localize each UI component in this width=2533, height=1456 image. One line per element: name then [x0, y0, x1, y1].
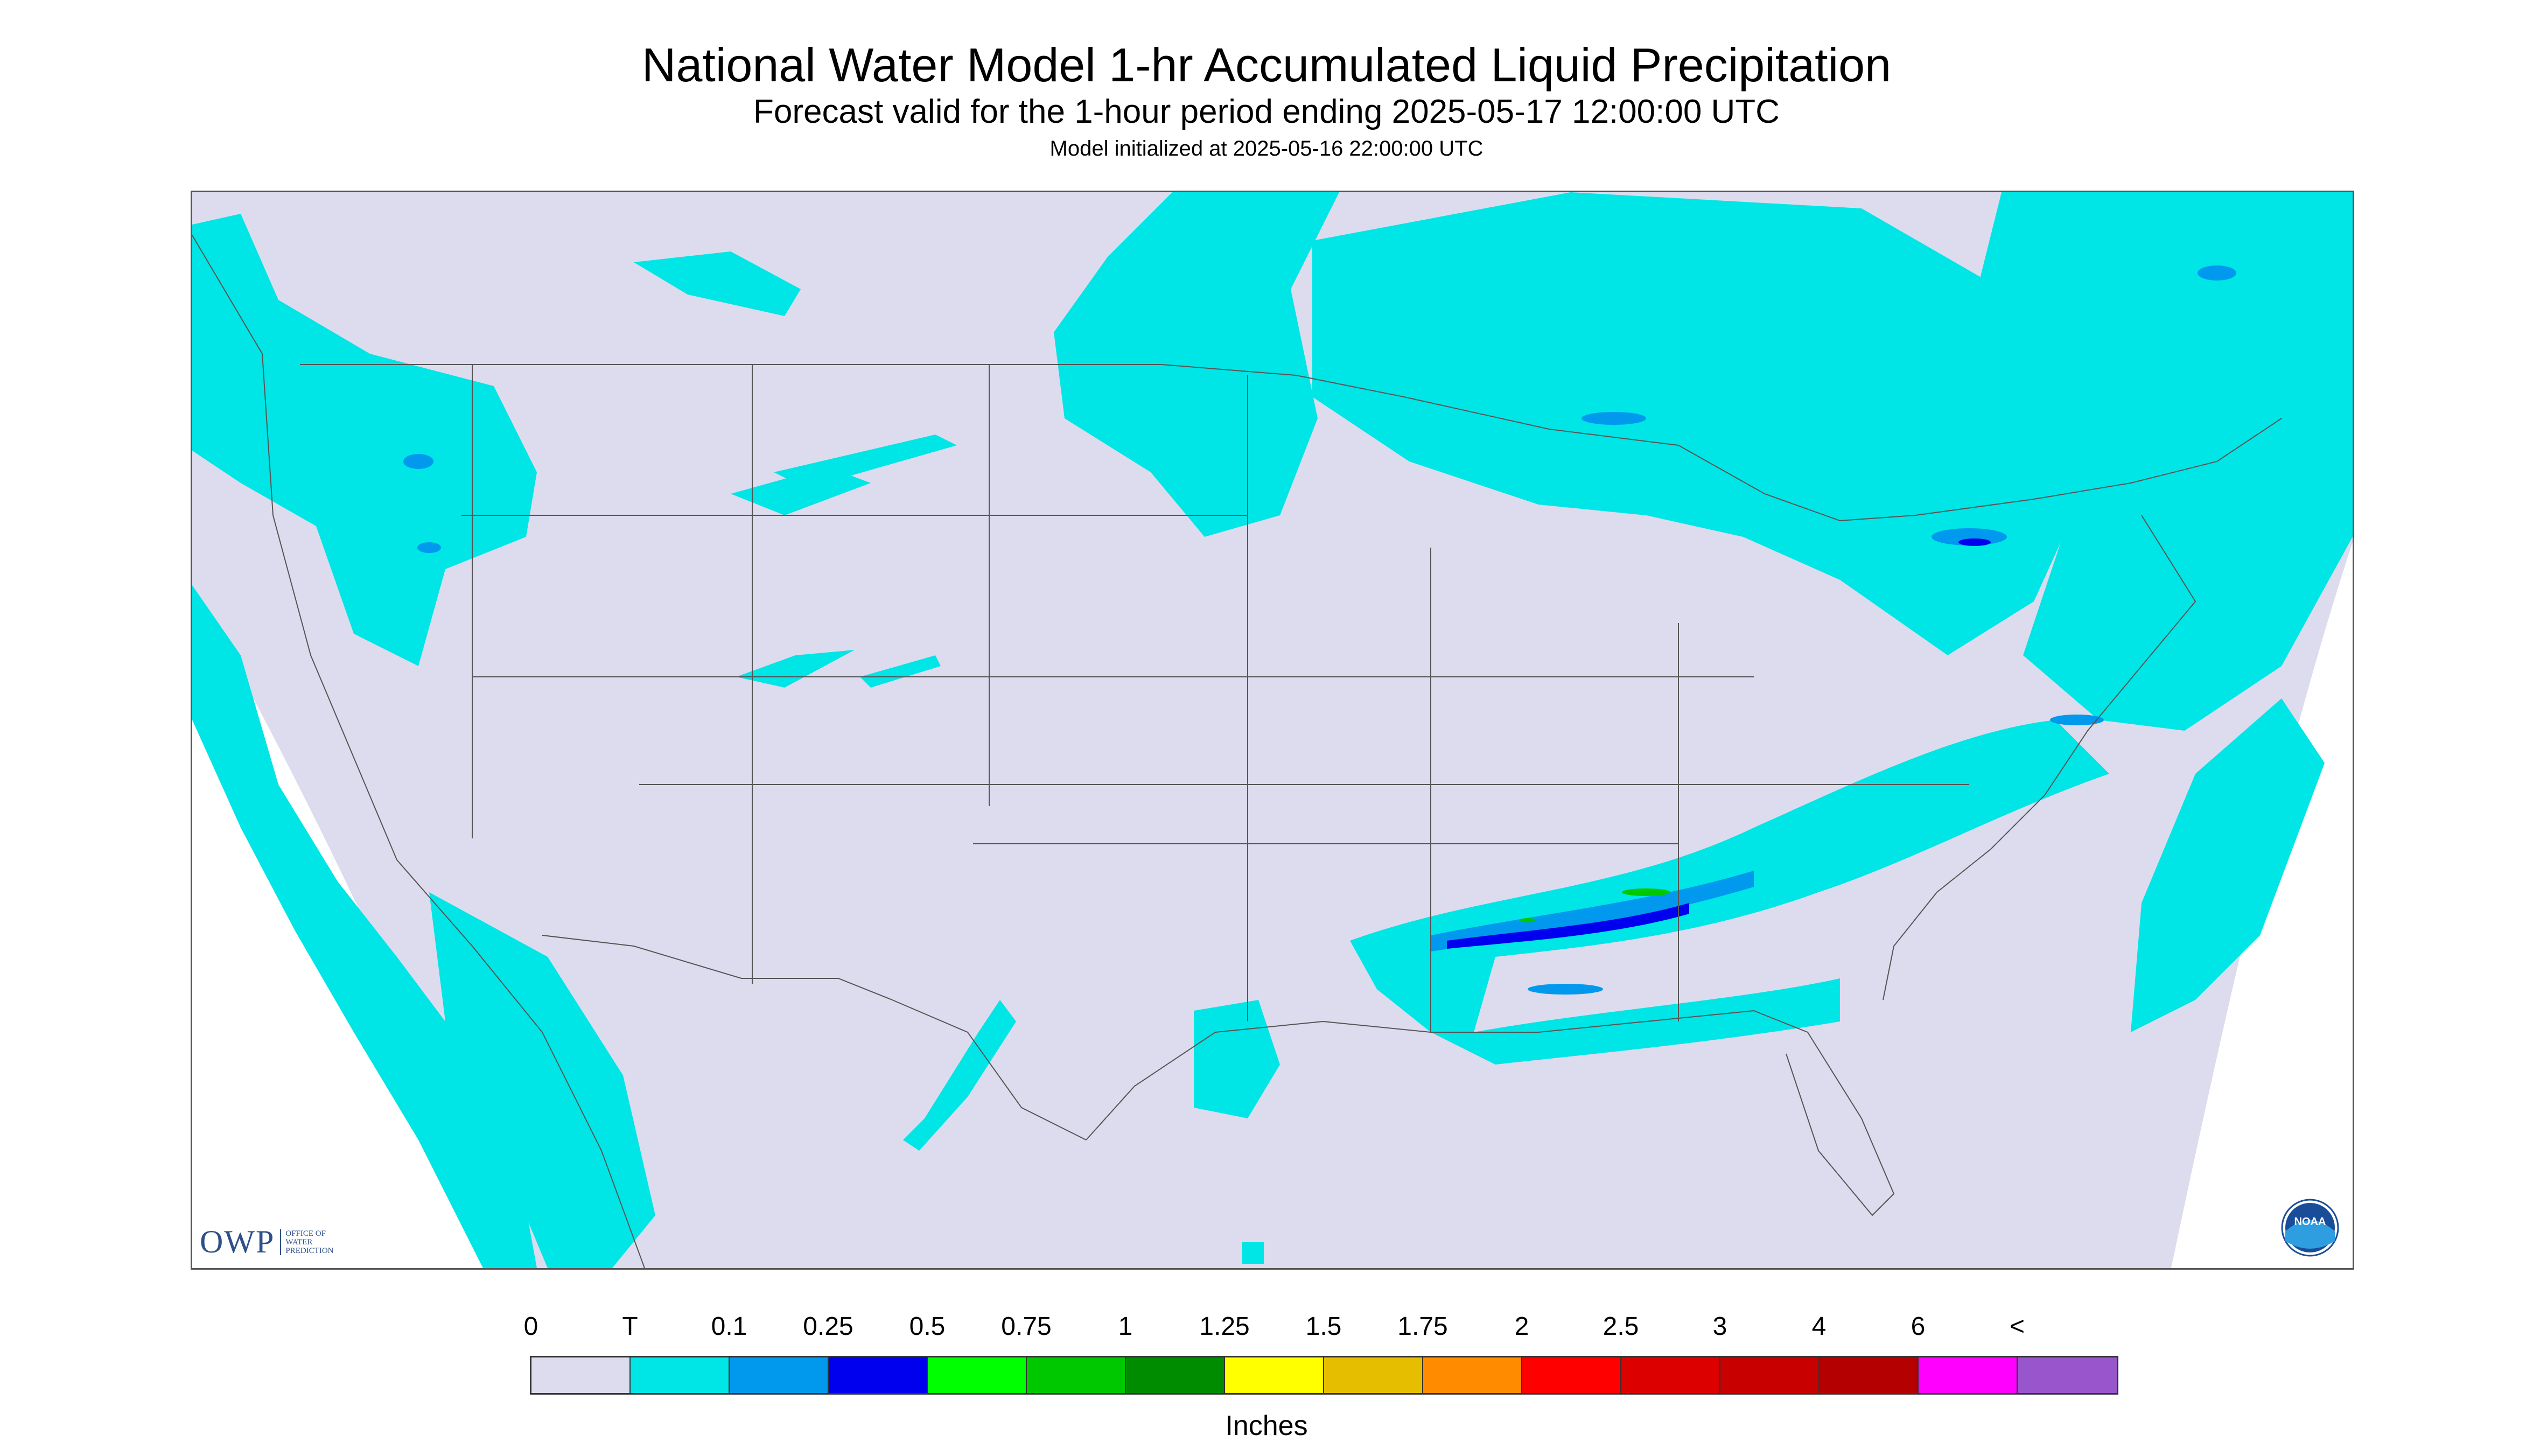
rain-area-sw-canada	[634, 251, 801, 316]
legend-swatch	[631, 1357, 730, 1393]
rain-cell-gulf-coast	[1528, 984, 1603, 995]
rain-max-alabama	[1520, 918, 1535, 922]
rain-area-west-coast	[192, 585, 537, 1268]
legend-tick-label: 0.1	[711, 1312, 747, 1341]
rain-area-texas-coast	[1194, 1000, 1280, 1118]
precipitation-map: OWP OFFICE OF WATER PREDICTION NOAA	[191, 191, 2354, 1270]
rain-streak-wyoming	[736, 650, 855, 688]
legend-swatch	[1423, 1357, 1522, 1393]
legend-swatch	[1522, 1357, 1621, 1393]
rain-core-ontario	[1958, 538, 1991, 546]
rain-streak-montana	[774, 435, 957, 488]
gulf-coast	[1086, 1010, 1895, 1216]
legend-tick-labels: 0 T 0.1 0.25 0.5 0.75 1 1.25 1.5 1.75 2 2.5 3 4 6 <	[524, 1312, 2025, 1344]
precip-moderate-layer	[1447, 538, 1991, 949]
west-coast-line	[192, 235, 645, 1268]
legend-tick-label: 1	[1118, 1312, 1133, 1341]
legend-tick-label: 0	[523, 1312, 538, 1341]
legend-units-label: Inches	[1225, 1410, 1308, 1441]
east-coast	[1883, 515, 2196, 1000]
map-canvas	[192, 192, 2353, 1268]
legend-swatch	[1919, 1357, 2018, 1393]
us-mexico-border	[542, 935, 1087, 1140]
legend-tick-label: 0.25	[803, 1312, 853, 1341]
rain-cell-oregon	[403, 454, 433, 469]
rain-area-northeast	[1969, 192, 2353, 731]
noaa-logo: NOAA	[2281, 1199, 2339, 1257]
rain-cell-lake-superior	[1582, 412, 1646, 425]
legend-swatch	[829, 1357, 928, 1393]
rain-area-atlantic	[2131, 698, 2325, 1032]
chart-title: National Water Model 1-hr Accumulated Li…	[641, 38, 1892, 92]
legend-swatch	[1621, 1357, 1720, 1393]
legend-tick-label: 4	[1811, 1312, 1827, 1341]
legend-swatch	[1225, 1357, 1324, 1393]
rain-max-georgia	[1622, 888, 1670, 896]
legend-swatch	[1324, 1357, 1423, 1393]
rain-cell-atlantic	[2050, 715, 2104, 725]
legend-tick-label: 1.5	[1305, 1312, 1342, 1341]
us-canada-border	[300, 364, 2282, 522]
legend-swatch	[1720, 1357, 1820, 1393]
legend-tick-label: 1.75	[1397, 1312, 1448, 1341]
owp-logo: OWP OFFICE OF WATER PREDICTION	[200, 1223, 350, 1261]
owp-logo-letters: OWP	[200, 1224, 275, 1259]
rain-area-pacific-northwest	[192, 214, 537, 666]
forecast-valid-subtitle: Forecast valid for the 1-hour period end…	[753, 93, 1780, 130]
rain-area-baja	[429, 892, 655, 1268]
legend-swatch	[1820, 1357, 1919, 1393]
rain-core-alabama	[1447, 903, 1689, 949]
rain-streak-texas	[903, 1000, 1016, 1151]
owp-logo-subtext: OFFICE OF WATER PREDICTION	[280, 1229, 350, 1255]
legend-swatch	[531, 1357, 631, 1393]
legend-swatch	[2018, 1357, 2117, 1393]
legend-colorbar	[530, 1356, 2118, 1395]
legend-tick-label: <	[2009, 1312, 2025, 1341]
legend-swatch	[1027, 1357, 1126, 1393]
model-init-line: Model initialized at 2025-05-16 22:00:00…	[1049, 137, 1484, 160]
rain-streak-colorado	[860, 655, 941, 688]
precip-light-layer	[403, 265, 2236, 995]
legend-swatch	[928, 1357, 1027, 1393]
rain-area-northern-plains	[1054, 192, 1339, 537]
legend-tick-label: 0.75	[1001, 1312, 1052, 1341]
legend-tick-label: 3	[1712, 1312, 1727, 1341]
precip-heavy-layer	[1520, 888, 1670, 922]
rain-cell-oregon-2	[417, 542, 441, 553]
boundary-lines	[192, 235, 2282, 1268]
legend-tick-label: T	[622, 1312, 638, 1341]
legend-swatch	[730, 1357, 829, 1393]
noaa-logo-text: NOAA	[2294, 1216, 2326, 1228]
legend-swatch	[1126, 1357, 1225, 1393]
rain-spot-gulf	[1242, 1242, 1264, 1264]
rain-cell-quebec	[2198, 265, 2236, 281]
legend-tick-label: 2.5	[1603, 1312, 1639, 1341]
rain-area-great-lakes	[1312, 192, 2088, 655]
legend-tick-label: 2	[1514, 1312, 1529, 1341]
legend-tick-label: 0.5	[909, 1312, 946, 1341]
legend-tick-label: 1.25	[1199, 1312, 1250, 1341]
legend-tick-label: 6	[1911, 1312, 1926, 1341]
rain-core-southeast	[1431, 871, 1754, 951]
